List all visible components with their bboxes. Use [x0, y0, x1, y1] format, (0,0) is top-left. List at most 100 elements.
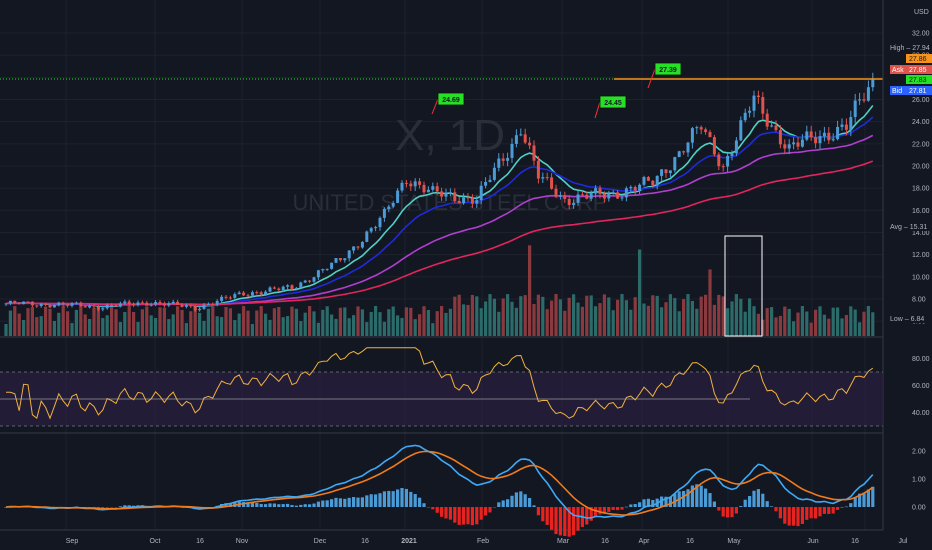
volume-bar: [620, 294, 624, 336]
volume-bar: [840, 318, 844, 336]
candle-body: [171, 301, 175, 304]
macd-histogram-bar: [123, 505, 127, 507]
candle-body: [752, 95, 756, 111]
candle-body: [17, 302, 21, 305]
candle-body: [748, 110, 752, 113]
candle-body: [294, 287, 298, 289]
volume-bar: [246, 310, 250, 336]
volume-bar: [224, 306, 228, 336]
candle-body: [761, 97, 765, 114]
volume-bar: [726, 308, 730, 336]
low-price-label: Low – 6.84: [886, 314, 932, 323]
volume-bar: [422, 306, 426, 336]
volume-bar: [554, 294, 558, 336]
candle-body: [88, 305, 92, 308]
candle-body: [413, 181, 417, 187]
macd-histogram-bar: [770, 506, 774, 507]
macd-histogram-bar: [704, 488, 708, 507]
macd-histogram-bar: [277, 504, 281, 507]
macd-histogram-bar: [400, 487, 404, 507]
candle-body: [189, 305, 193, 307]
candle-body: [739, 120, 743, 141]
macd-histogram-bar: [453, 507, 457, 523]
volume-bar: [457, 294, 461, 336]
candle-body: [4, 303, 8, 305]
candle-body: [572, 202, 576, 205]
macd-histogram-bar: [448, 507, 452, 520]
candle-body: [585, 194, 589, 199]
volume-bar: [418, 314, 422, 336]
candle-body: [646, 177, 650, 181]
volume-bar: [792, 321, 796, 336]
candle-body: [233, 294, 237, 298]
candle-body: [554, 188, 558, 197]
volume-bar: [308, 306, 312, 336]
candle-body: [101, 308, 105, 310]
volume-bar: [369, 311, 373, 336]
macd-histogram-bar: [849, 503, 853, 507]
volume-bar: [743, 311, 747, 336]
candle-body: [52, 305, 56, 308]
candle-body: [668, 170, 672, 174]
volume-bar: [343, 307, 347, 336]
macd-histogram-bar: [365, 495, 369, 507]
volume-bar: [325, 306, 329, 336]
volume-bar: [770, 307, 774, 336]
svg-text:Avg – 15.31: Avg – 15.31: [890, 224, 927, 231]
macd-histogram-bar: [752, 490, 756, 507]
candle-body: [400, 182, 404, 191]
volume-bar: [523, 295, 527, 336]
candle-body: [35, 305, 39, 307]
candle-body: [211, 304, 215, 306]
candle-body: [286, 285, 290, 287]
candle-body: [338, 258, 342, 261]
candle-body: [382, 208, 386, 218]
candle-body: [787, 144, 791, 149]
macd-histogram-bar: [708, 493, 712, 507]
volume-bar: [822, 314, 826, 336]
volume-bar: [215, 316, 219, 336]
candle-body: [514, 135, 518, 144]
time-tick-label: 16: [601, 538, 609, 545]
macd-histogram-bar: [356, 497, 360, 507]
candle-body: [352, 246, 356, 251]
macd-histogram-bar: [426, 507, 430, 508]
candle-body: [391, 202, 395, 207]
volume-bar: [110, 306, 114, 336]
candle-body: [61, 302, 65, 305]
price-axis[interactable]: 32.0030.0028.0026.0024.0022.0020.0018.00…: [912, 31, 930, 326]
volume-bar: [871, 312, 875, 336]
volume-bar: [233, 320, 237, 336]
volume-bar: [475, 296, 479, 336]
candle-body: [396, 190, 400, 203]
svg-text:27.81: 27.81: [909, 88, 927, 95]
volume-bar: [712, 304, 716, 336]
macd-histogram-bar: [286, 503, 290, 507]
candle-body: [862, 99, 866, 101]
volume-bar: [717, 294, 721, 336]
svg-text:24.69: 24.69: [442, 97, 460, 104]
macd-histogram-bar: [294, 505, 298, 507]
volume-bar: [193, 306, 197, 336]
macd-histogram-bar: [528, 497, 532, 507]
volume-bar: [4, 324, 8, 336]
macd-histogram-bar: [470, 507, 474, 526]
time-tick-label: 16: [361, 538, 369, 545]
candle-body: [853, 100, 857, 118]
candle-body: [418, 181, 422, 185]
macd-histogram-bar: [312, 503, 316, 507]
macd-histogram-bar: [831, 507, 835, 514]
candle-body: [734, 140, 738, 154]
macd-histogram-bar: [330, 499, 334, 507]
candle-body: [818, 136, 822, 144]
volume-bar: [52, 321, 56, 336]
selection-box[interactable]: [724, 235, 763, 337]
time-axis[interactable]: Sep Oct 16 Nov Dec 16 2021 Feb Mar 16 Apr 16 May Jun 1…: [66, 538, 908, 545]
candle-body: [66, 304, 70, 306]
macd-histogram-bar: [462, 507, 466, 525]
macd-histogram-bar: [545, 507, 549, 525]
candle-body: [840, 124, 844, 127]
volume-bar: [400, 317, 404, 336]
candle-body: [343, 258, 347, 261]
